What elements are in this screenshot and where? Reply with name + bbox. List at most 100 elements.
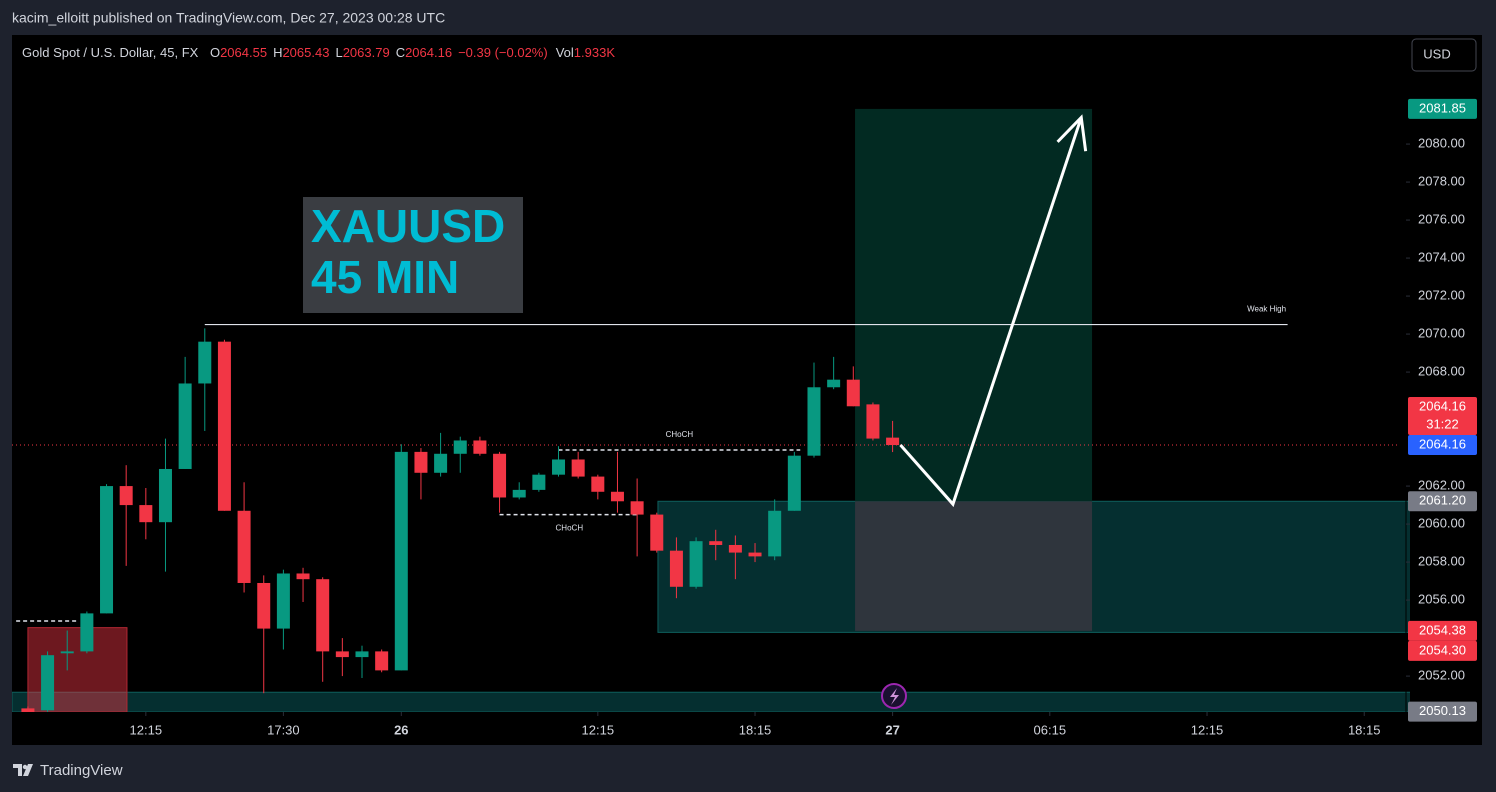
candle-body [866,404,880,439]
candle-body [689,541,703,587]
candle-body [827,379,841,388]
candle-body [630,501,644,515]
candle-body [709,541,723,545]
price-label-bg [1408,397,1477,436]
legend-value: 2063.79 [343,45,390,60]
zone [855,108,1093,502]
candle-body [768,510,782,557]
header: kacim_elloitt published on TradingView.c… [12,10,445,26]
x-tick-label: 06:15 [1034,722,1067,737]
annotation-text: 45 MIN [311,251,459,303]
y-tick-label: 2058.00 [1418,554,1465,569]
level-label: CHoCH [666,430,694,439]
candle-body [257,582,271,629]
candle-body [493,453,507,498]
candle-body [80,613,94,652]
price-label: 2064.16 [1419,436,1466,451]
overlay: 2052.00 2056.00 2058.00 2060.00 2062.00 2068.… [130,35,1477,745]
level-label: Weak High [1247,305,1286,314]
candle-body [787,455,801,511]
candle-body [316,579,330,652]
candle-body [139,505,153,523]
y-tick-label: 2062.00 [1418,478,1465,493]
y-tick-label: 2070.00 [1418,326,1465,341]
price-label-bg [1408,435,1477,456]
candle-body [748,552,762,557]
annotation-text: XAUUSD [311,200,505,252]
candle-body [473,440,487,454]
chart-pane [12,35,1482,745]
legend-change: −0.39 (−0.02%) [458,45,548,60]
price-label-bg [1408,620,1477,641]
legend: Gold Spot / U.S. Dollar, 45, FX O2064.55… [22,45,615,60]
candle-body [453,440,467,454]
candle-body [276,573,290,629]
candle-body [728,544,742,553]
candle-body [512,489,526,498]
candle-body [198,341,212,384]
candle-body [217,341,231,511]
legend-value: 1.933K [574,45,616,60]
candle-body [434,453,448,473]
annotation-box [303,197,523,313]
y-tick-label: 2060.00 [1418,516,1465,531]
x-tick-label: 12:15 [1191,722,1224,737]
arrow [899,116,1083,508]
price-label: 2054.38 [1419,622,1466,637]
x-tick-label: 18:15 [1348,722,1381,737]
y-tick-label: 2052.00 [1418,668,1465,683]
candle-body [178,383,192,469]
zone [855,501,1093,631]
candle-body [552,459,566,475]
plot-area: Weak High CHoCH CHoCH [12,108,1410,712]
legend-key: O [210,45,220,60]
candle-body [41,655,55,711]
x-tick-label: 12:15 [582,722,615,737]
legend-key: C [396,45,405,60]
legend-value: 2065.43 [282,45,329,60]
candle-body [296,573,310,580]
candle-body [100,486,114,614]
price-label-bg [1408,640,1477,661]
arrow-head [1056,114,1088,152]
candle-body [394,451,408,671]
price-label-bg [1408,491,1477,512]
candle-body [650,514,664,551]
x-tick-label: 12:15 [130,722,163,737]
candle-body [532,474,546,490]
price-label-timer: 31:22 [1426,416,1459,431]
legend-key: H [273,45,282,60]
candle-body [60,651,74,654]
candle-body [119,486,133,506]
price-label: 2064.16 [1419,398,1466,413]
y-tick-label: 2068.00 [1418,364,1465,379]
candle-body [375,651,389,671]
price-label: 2061.20 [1419,493,1466,508]
y-tick-label: 2076.00 [1418,212,1465,227]
y-tick-label: 2072.00 [1418,288,1465,303]
price-label-bg [1408,701,1477,722]
x-tick-label: 18:15 [739,722,772,737]
candle-body [591,476,605,492]
footer: TradingView [40,762,123,779]
y-tick-label: 2074.00 [1418,250,1465,265]
x-tick-label: 27 [885,722,899,737]
candle-body [158,468,172,523]
legend-value: 2064.55 [220,45,267,60]
candle-body [846,379,860,407]
price-label-bg [1408,98,1477,119]
candle-body [237,510,251,583]
price-label: 2081.85 [1419,100,1466,115]
currency-button[interactable] [1411,38,1477,72]
y-tick-label: 2078.00 [1418,174,1465,189]
candle-body [21,708,35,712]
legend-key: Vol [556,45,574,60]
candle-body [414,451,428,473]
candle-body [669,550,683,587]
legend-value: 2064.16 [405,45,452,60]
candle-body [886,437,900,446]
event-icon-bolt [890,688,899,705]
legend-key: L [335,45,342,60]
